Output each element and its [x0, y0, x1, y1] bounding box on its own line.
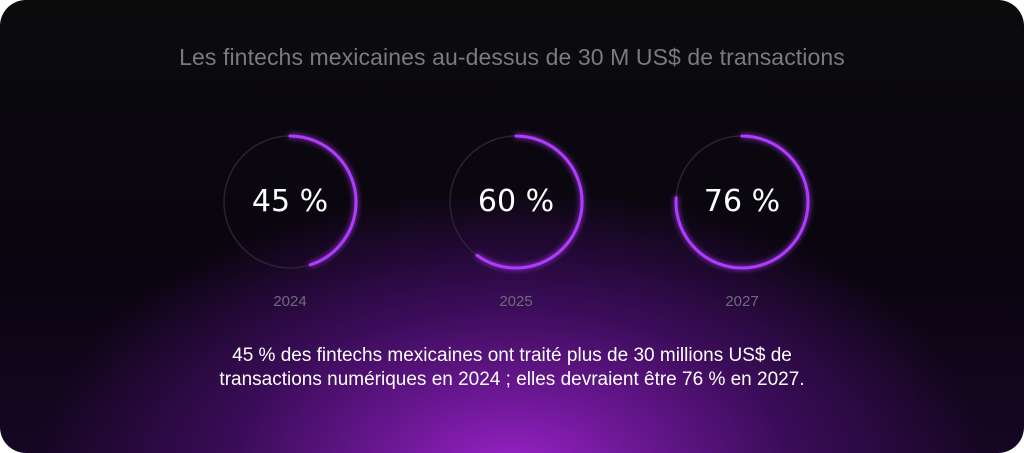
gauge-year-label: 2024 — [273, 293, 307, 310]
gauge-value-label: 45 % — [251, 184, 329, 219]
gauge-year-label: 2025 — [499, 293, 533, 310]
gauge-2027: 76 % — [672, 132, 812, 272]
caption-line-1: 45 % des fintechs mexicaines ont traité … — [232, 345, 792, 366]
gauge-2025: 60 % — [446, 132, 586, 272]
caption-line-2: transactions numériques en 2024 ; elles … — [219, 369, 805, 390]
gauge-arc — [674, 134, 810, 270]
gauge-value-label: 76 % — [703, 184, 781, 219]
gauge-2024: 45 % — [220, 132, 360, 272]
gauge-arc — [222, 134, 358, 270]
caption: 45 % des fintechs mexicaines ont traité … — [0, 344, 1024, 392]
gauge-svg — [448, 134, 584, 270]
gauge-svg — [674, 134, 810, 270]
chart-title: Les fintechs mexicaines au-dessus de 30 … — [179, 44, 845, 70]
gauge-svg — [222, 134, 358, 270]
gauge-arc — [448, 134, 584, 270]
gauge-value-label: 60 % — [477, 184, 555, 219]
gauge-year-label: 2027 — [725, 293, 759, 310]
